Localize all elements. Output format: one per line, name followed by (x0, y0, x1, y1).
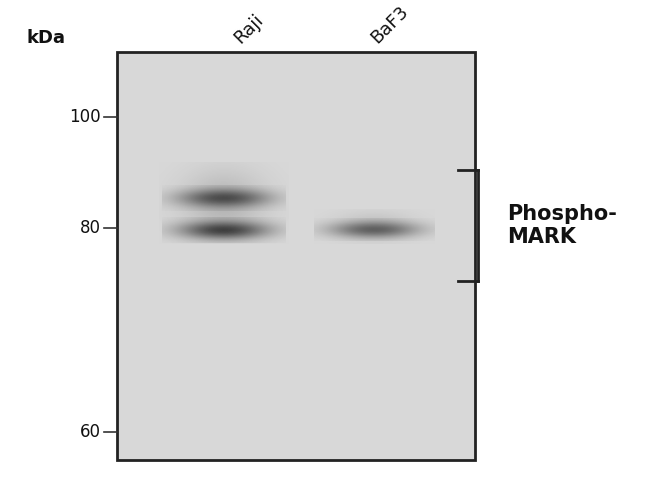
Text: 100: 100 (69, 108, 101, 126)
Text: Phospho-
MARK: Phospho- MARK (507, 204, 617, 247)
Text: 60: 60 (80, 423, 101, 441)
Bar (117, 52, 475, 460)
Text: Raji: Raji (231, 10, 267, 47)
Text: BaF3: BaF3 (367, 2, 412, 47)
Text: kDa: kDa (26, 29, 65, 47)
Text: 80: 80 (80, 219, 101, 237)
